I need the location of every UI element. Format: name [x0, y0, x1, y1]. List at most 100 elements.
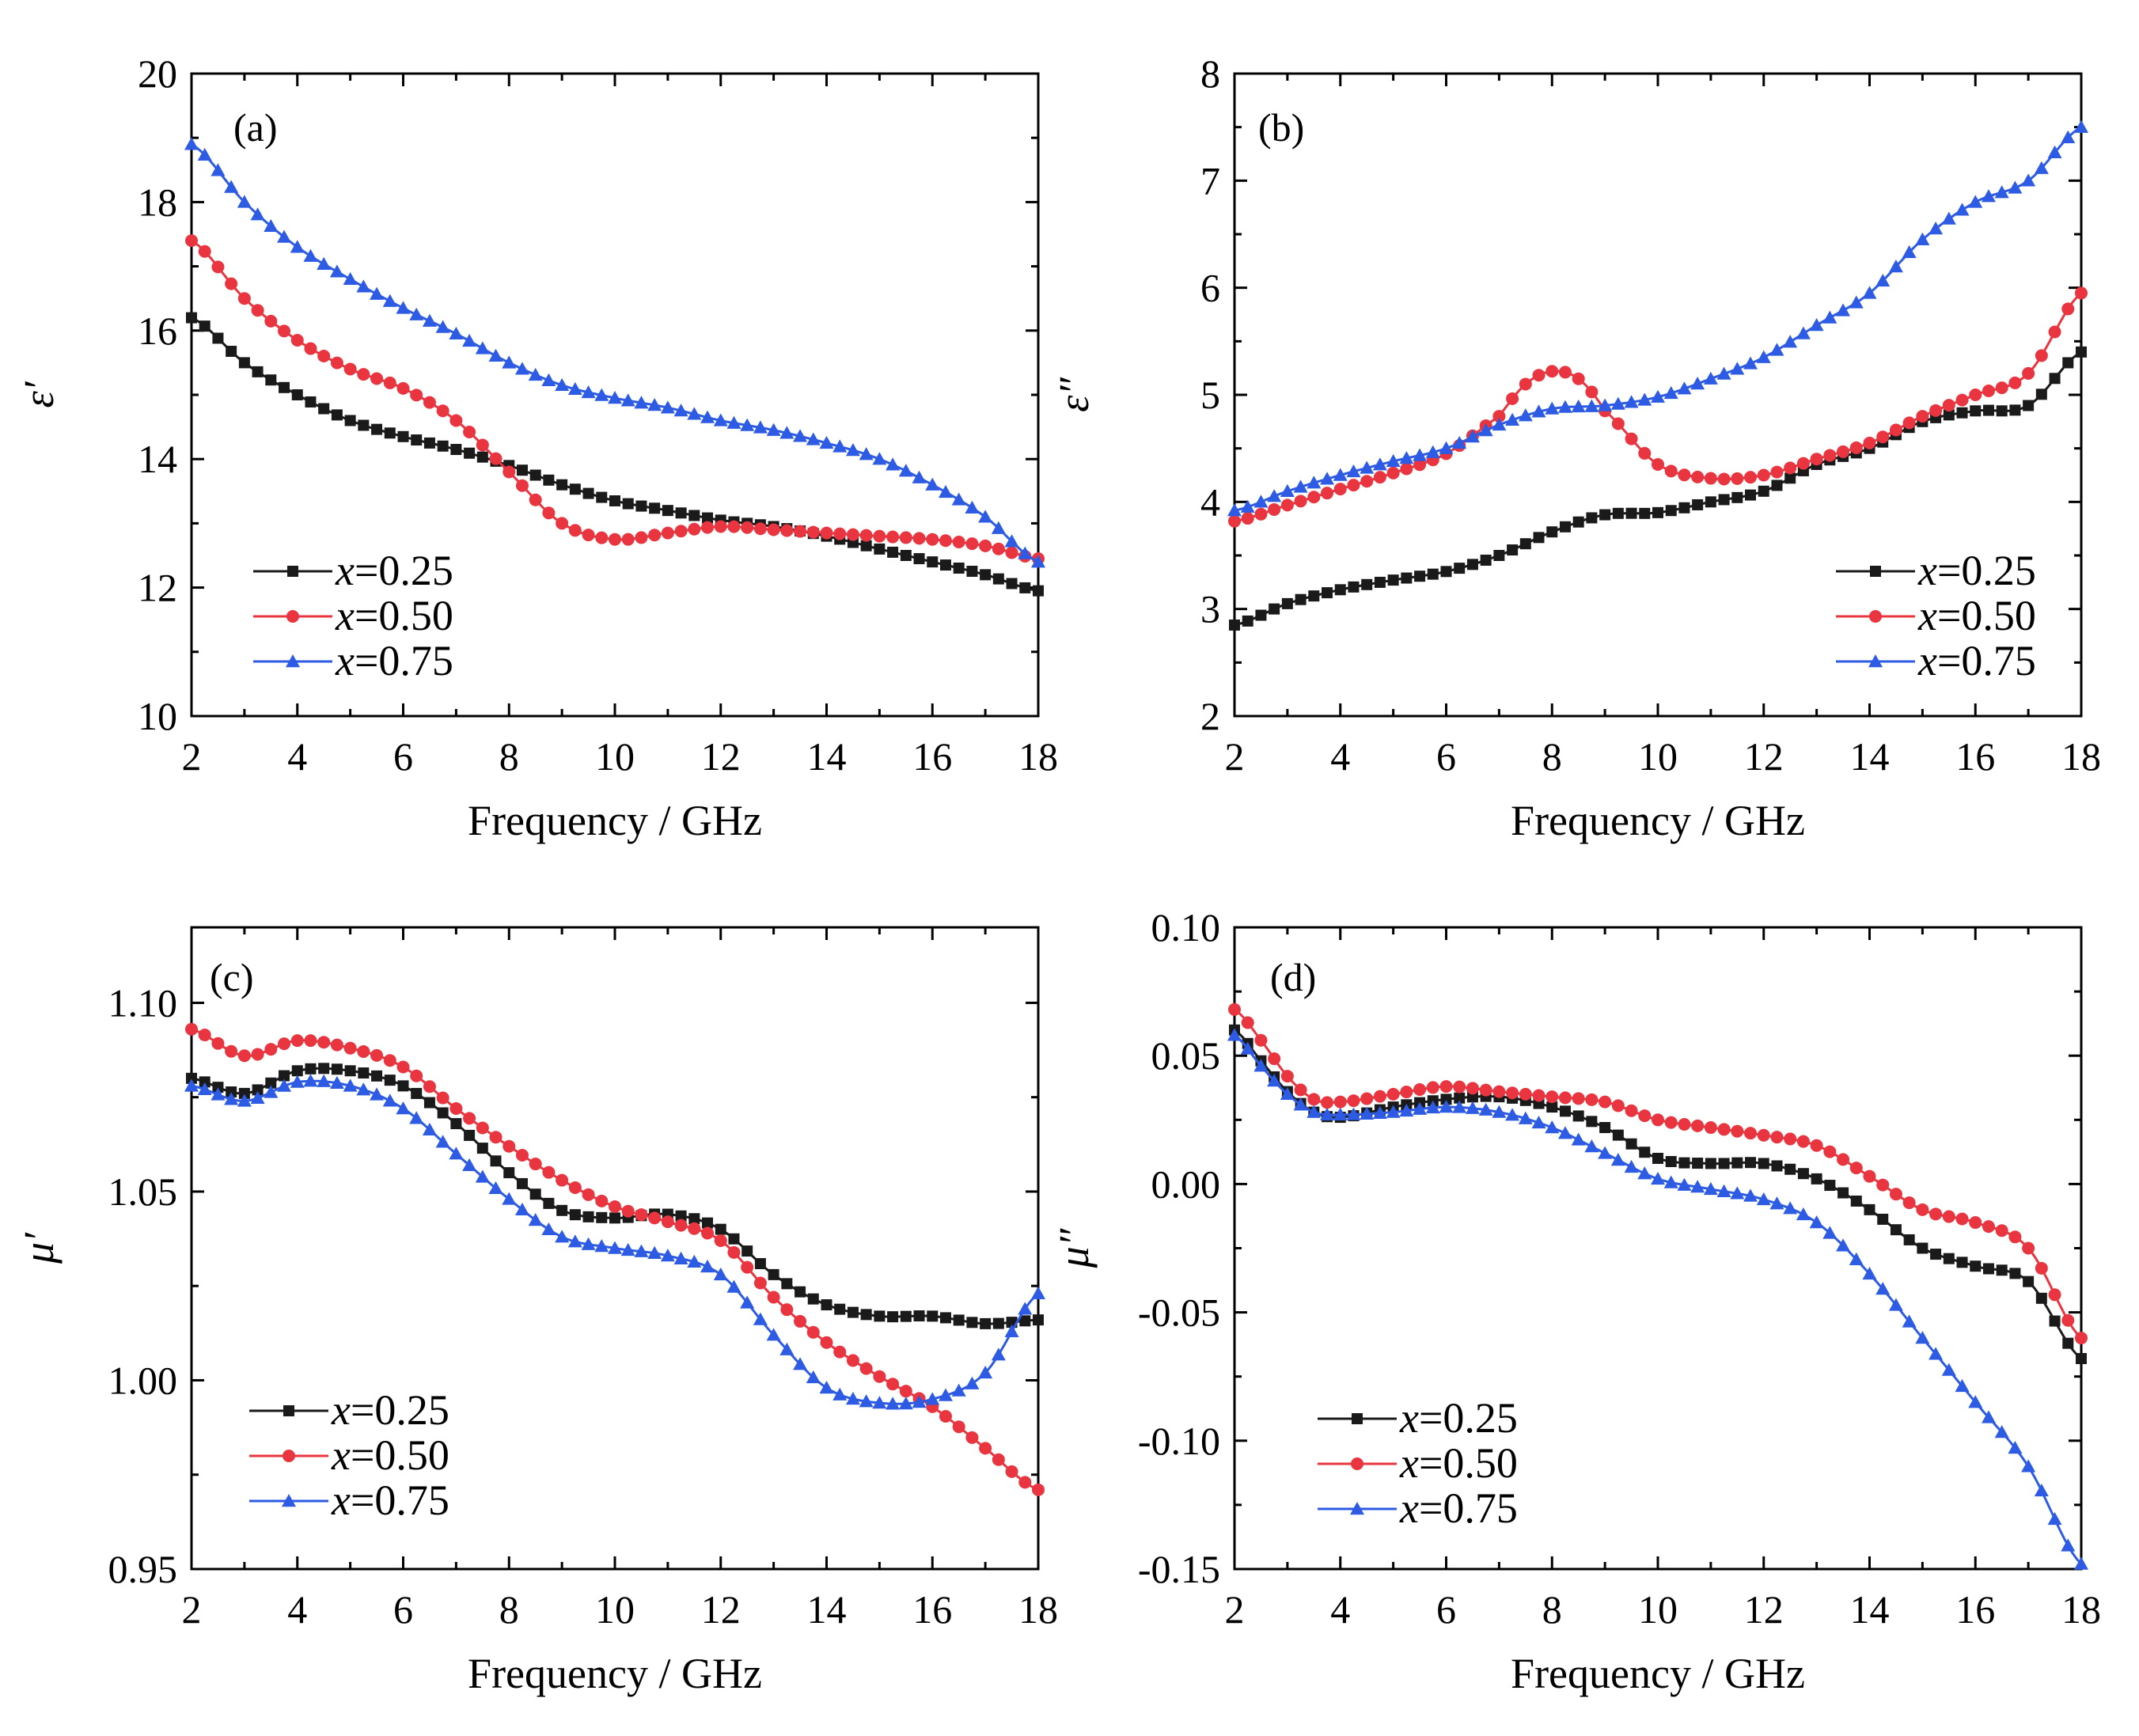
data-point	[912, 1395, 927, 1408]
data-point	[793, 429, 808, 442]
data-point	[435, 320, 450, 333]
data-point	[965, 1431, 979, 1444]
data-point	[1386, 453, 1401, 468]
x-tick-label: 4	[287, 734, 307, 779]
data-point	[1425, 445, 1440, 458]
data-point	[397, 430, 409, 442]
y-tick-label: 8	[1200, 51, 1220, 96]
data-point	[1651, 1171, 1665, 1185]
data-point	[766, 423, 781, 436]
data-point	[2023, 400, 2035, 411]
data-point	[2061, 1313, 2075, 1327]
data-point	[726, 1279, 741, 1293]
data-point	[1664, 1116, 1678, 1129]
data-point	[317, 1074, 332, 1087]
data-point	[238, 1087, 250, 1099]
data-point	[1652, 1152, 1663, 1164]
data-point	[502, 355, 517, 369]
data-point	[343, 362, 357, 376]
data-point	[582, 1188, 595, 1201]
data-point	[1625, 507, 1637, 519]
data-point	[488, 1181, 503, 1195]
data-point	[1372, 1105, 1387, 1119]
data-point	[700, 1259, 715, 1273]
data-point	[1439, 441, 1454, 454]
data-point	[1996, 405, 2008, 417]
legend-label: x=0.25	[1917, 547, 2036, 594]
data-point	[1677, 1177, 1692, 1191]
data-point	[2047, 145, 2062, 159]
data-point	[567, 381, 582, 396]
data-point	[1321, 487, 1334, 500]
data-point	[1227, 1028, 1242, 1041]
data-point	[318, 1063, 330, 1075]
data-point	[251, 1048, 264, 1061]
data-point	[1611, 417, 1625, 430]
data-point	[2022, 1241, 2035, 1255]
data-point	[833, 527, 847, 540]
data-point	[781, 1278, 793, 1290]
data-point	[1254, 507, 1268, 521]
data-point	[1413, 448, 1428, 461]
data-point	[1624, 1159, 1639, 1173]
data-point	[343, 271, 358, 286]
data-point	[1533, 532, 1545, 544]
x-tick-label: 16	[1955, 734, 1995, 779]
data-point	[2075, 1332, 2088, 1345]
data-point	[1612, 1129, 1624, 1141]
data-point	[1757, 1128, 1770, 1142]
data-point	[410, 389, 423, 402]
x-tick-label: 16	[1955, 1587, 1995, 1632]
data-point	[2021, 173, 2036, 187]
y-axis-title: μ″	[1050, 1228, 1098, 1268]
data-point	[1678, 1117, 1691, 1131]
data-point	[1705, 496, 1716, 508]
data-point	[382, 294, 397, 307]
data-point	[384, 1075, 396, 1086]
data-point	[1572, 1110, 1584, 1122]
data-point	[237, 292, 251, 305]
data-point	[278, 1037, 291, 1051]
data-point	[290, 333, 304, 347]
data-point	[635, 500, 647, 512]
data-point	[2008, 376, 2022, 389]
data-point	[913, 553, 925, 565]
data-point	[1386, 1105, 1401, 1118]
data-point	[1374, 576, 1386, 588]
data-point	[1280, 498, 1294, 512]
data-point	[463, 426, 476, 439]
x-axis-title: Frequency / GHz	[1511, 1650, 1805, 1697]
data-point	[1822, 310, 1837, 324]
x-tick-label: 14	[807, 1587, 847, 1632]
x-tick-label: 2	[1225, 1587, 1245, 1632]
data-point	[992, 573, 1004, 585]
data-point	[343, 1041, 357, 1055]
data-point	[926, 533, 939, 546]
data-point	[1784, 461, 1797, 475]
data-point	[250, 1090, 265, 1105]
data-point	[714, 1234, 727, 1247]
series-x=0.75	[1227, 119, 2088, 517]
data-point	[449, 1101, 463, 1115]
data-point	[2075, 286, 2088, 300]
data-point	[1320, 472, 1335, 485]
x-axis-title: Frequency / GHz	[1511, 797, 1805, 844]
data-point	[887, 1311, 899, 1323]
data-point	[211, 260, 225, 274]
y-tick-label: 20	[138, 51, 177, 96]
data-point	[1663, 385, 1678, 400]
data-point	[992, 1453, 1005, 1466]
data-point	[834, 1303, 846, 1315]
data-point	[886, 457, 901, 471]
data-point	[1756, 1192, 1771, 1206]
data-point	[1743, 356, 1758, 370]
data-point	[1532, 1089, 1545, 1102]
data-point	[609, 533, 621, 546]
data-point	[1638, 1109, 1652, 1123]
data-point	[1637, 1166, 1652, 1180]
data-point	[411, 1087, 423, 1099]
data-point	[304, 342, 317, 355]
data-point	[727, 520, 741, 533]
data-point	[1784, 1163, 1796, 1175]
data-point	[1770, 465, 1784, 479]
